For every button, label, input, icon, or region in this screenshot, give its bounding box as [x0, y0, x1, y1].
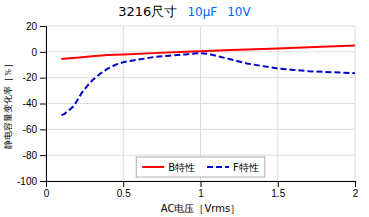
tick-label: 1 — [198, 188, 204, 199]
tick-label: 1.5 — [271, 188, 285, 199]
tick-mark — [40, 78, 46, 79]
annotation: 10μF — [187, 5, 217, 19]
grid-line-y — [46, 77, 355, 78]
tick: 20 — [26, 21, 46, 32]
tick-mark — [123, 181, 124, 187]
tick-mark — [355, 181, 356, 187]
grid — [46, 26, 355, 181]
tick-mark — [278, 181, 279, 187]
axis-domain — [40, 27, 47, 182]
grid-line-y — [46, 129, 355, 130]
annotation: 10V — [227, 5, 251, 19]
chart: 0 0.5 1 1.5 2 20 0 -20 -40 -60 -80 -100 AC电压［Vrms］ 静电… — [0, 0, 369, 217]
tick: 2 — [353, 181, 359, 199]
tick-label: 0 — [44, 188, 50, 199]
grid-line-y — [46, 26, 355, 27]
tick-label: -80 — [23, 150, 38, 161]
tick: 1.5 — [271, 181, 285, 199]
tick-label: 20 — [26, 21, 38, 32]
tick-label: -60 — [23, 124, 38, 135]
tick-mark — [40, 52, 46, 53]
series-line — [61, 45, 355, 59]
legend-swatch — [142, 166, 164, 168]
legend-box — [136, 157, 265, 177]
axis-domain — [47, 182, 356, 188]
tick: 1 — [198, 181, 204, 199]
tick-label: 0.5 — [117, 188, 131, 199]
tick: -60 — [23, 124, 46, 135]
tick: -40 — [23, 98, 46, 109]
tick-mark — [40, 181, 46, 182]
tick-label: -100 — [17, 176, 37, 187]
legend-swatch — [207, 166, 229, 168]
grid-line-y — [46, 103, 355, 104]
title-group: 3216尺寸 10μF 10V — [118, 4, 251, 19]
y-axis: 20 0 -20 -40 -60 -80 -100 — [17, 21, 47, 187]
legend-entry: B特性 — [168, 162, 195, 173]
x-axis: 0 0.5 1 1.5 2 — [44, 181, 359, 199]
legend: B特性 F特性 — [136, 157, 265, 177]
tick-label: 0 — [31, 47, 37, 58]
tick-label: -40 — [23, 98, 38, 109]
tick: 0 — [31, 47, 46, 58]
tick: -80 — [23, 150, 46, 161]
legend-entry: F特性 — [233, 162, 259, 173]
tick-mark — [40, 104, 46, 105]
x-axis-title: AC电压［Vrms］ — [161, 203, 240, 214]
tick-mark — [40, 26, 46, 27]
tick-mark — [40, 155, 46, 156]
grid-line-y — [46, 155, 355, 156]
tick: -20 — [23, 72, 46, 83]
tick: 0 — [44, 181, 50, 199]
tick-mark — [201, 181, 202, 187]
tick-label: -20 — [23, 72, 38, 83]
tick-mark — [40, 129, 46, 130]
plot-area — [61, 45, 355, 115]
y-axis-title: 静电容量变化率［％］ — [3, 59, 13, 149]
title: 3216尺寸 — [118, 4, 177, 19]
tick: 0.5 — [117, 181, 131, 199]
tick: -100 — [17, 176, 46, 187]
series-line — [61, 53, 355, 115]
tick-label: 2 — [353, 188, 359, 199]
